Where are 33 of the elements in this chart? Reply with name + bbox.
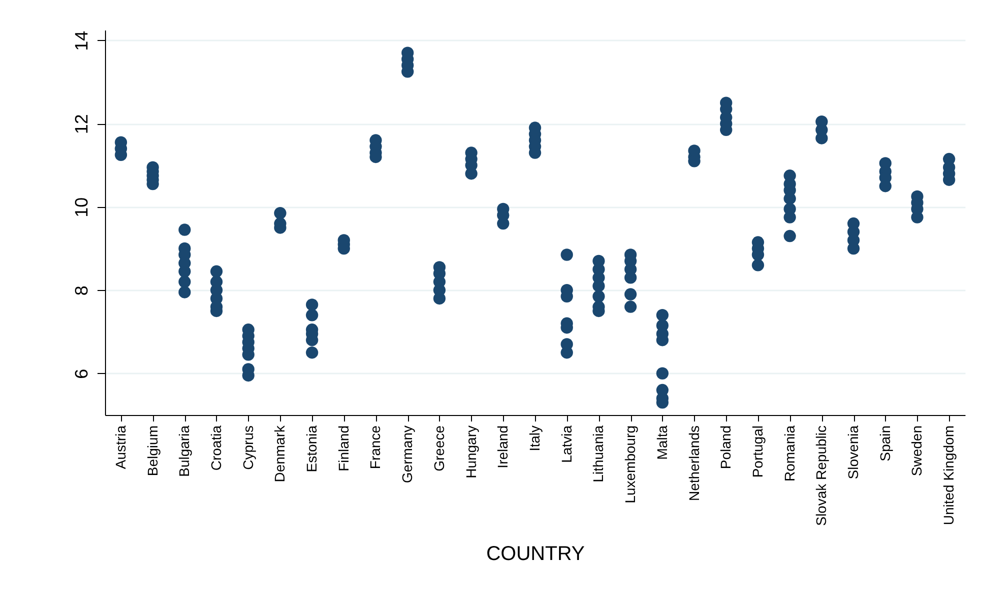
x-tick-label: Belgium: [144, 426, 160, 476]
x-tick-label: Latvia: [558, 425, 574, 463]
x-tick-label: Cyprus: [240, 426, 256, 470]
y-tick-label: 6: [72, 368, 92, 379]
y-tick-label: 10: [72, 197, 92, 218]
x-tick-label: Lithuania: [590, 425, 606, 482]
x-tick-label: Romania: [781, 425, 798, 482]
x-axis-title: COUNTRY: [486, 542, 585, 565]
x-tick-label: Malta: [654, 425, 670, 460]
x-tick-label: Slovenia: [845, 425, 862, 480]
x-tick-label: Finland: [335, 426, 352, 472]
x-tick-label: United Kingdom: [940, 426, 957, 526]
x-tick-label: France: [367, 425, 384, 470]
x-tick-label: Greece: [430, 425, 447, 472]
y-tick-label: 12: [72, 114, 92, 134]
x-tick-label: Spain: [876, 426, 893, 462]
x-tick-label: Estonia: [304, 425, 320, 472]
x-tick-label: Hungary: [462, 426, 479, 478]
x-tick-label: Slovak Republic: [813, 426, 830, 526]
x-tick-label: Poland: [718, 426, 734, 470]
x-tick-label: Luxembourg: [622, 426, 638, 504]
x-tick-label: Netherlands: [686, 426, 702, 501]
x-tick-label: Austria: [112, 425, 128, 470]
x-tick-label: Italy: [526, 426, 542, 452]
y-tick-label: 14: [72, 30, 92, 51]
x-tick-label: Sweden: [908, 426, 925, 476]
x-tick-label: Bulgaria: [176, 425, 192, 477]
x-tick-label: Portugal: [749, 426, 766, 478]
x-tick-label: Germany: [399, 426, 416, 484]
x-tick-label: Croatia: [208, 425, 224, 471]
x-tick-label: Ireland: [494, 426, 511, 468]
y-tick-label: 8: [72, 286, 92, 296]
x-tick-label: Denmark: [272, 424, 288, 482]
